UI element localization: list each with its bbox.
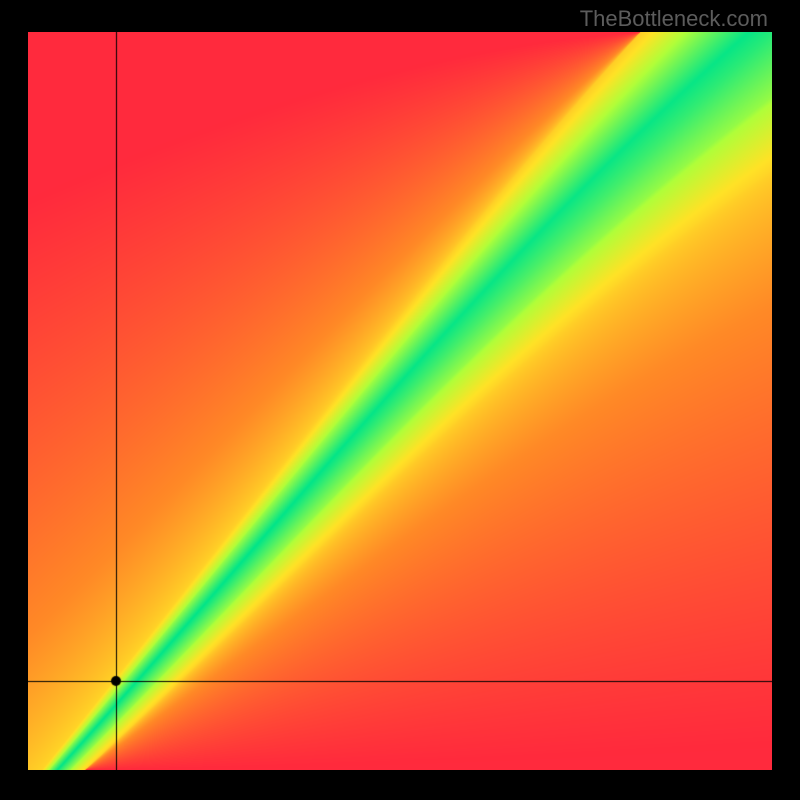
watermark-text: TheBottleneck.com xyxy=(580,6,768,32)
root: TheBottleneck.com xyxy=(0,0,800,800)
bottleneck-heatmap xyxy=(28,32,772,770)
